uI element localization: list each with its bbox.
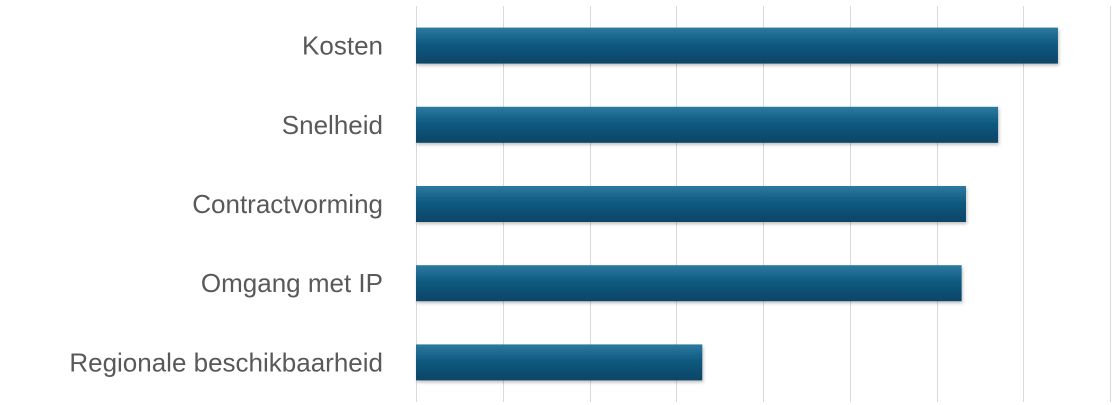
category-label: Contractvorming bbox=[192, 189, 383, 219]
category-label: Kosten bbox=[302, 31, 383, 61]
category-label: Omgang met IP bbox=[201, 268, 383, 298]
bar-kosten bbox=[416, 27, 1058, 64]
category-label: Regionale beschikbaarheid bbox=[69, 347, 383, 377]
category-label: Snelheid bbox=[282, 110, 383, 140]
bars bbox=[416, 27, 1058, 381]
bar-snelheid bbox=[416, 106, 999, 143]
bar-contractvorming bbox=[416, 186, 966, 222]
bar-regionale-beschikbaarheid bbox=[416, 344, 703, 381]
category-labels: Kosten Snelheid Contractvorming Omgang met … bbox=[69, 31, 383, 378]
bar-omgang-met-ip bbox=[416, 265, 962, 302]
